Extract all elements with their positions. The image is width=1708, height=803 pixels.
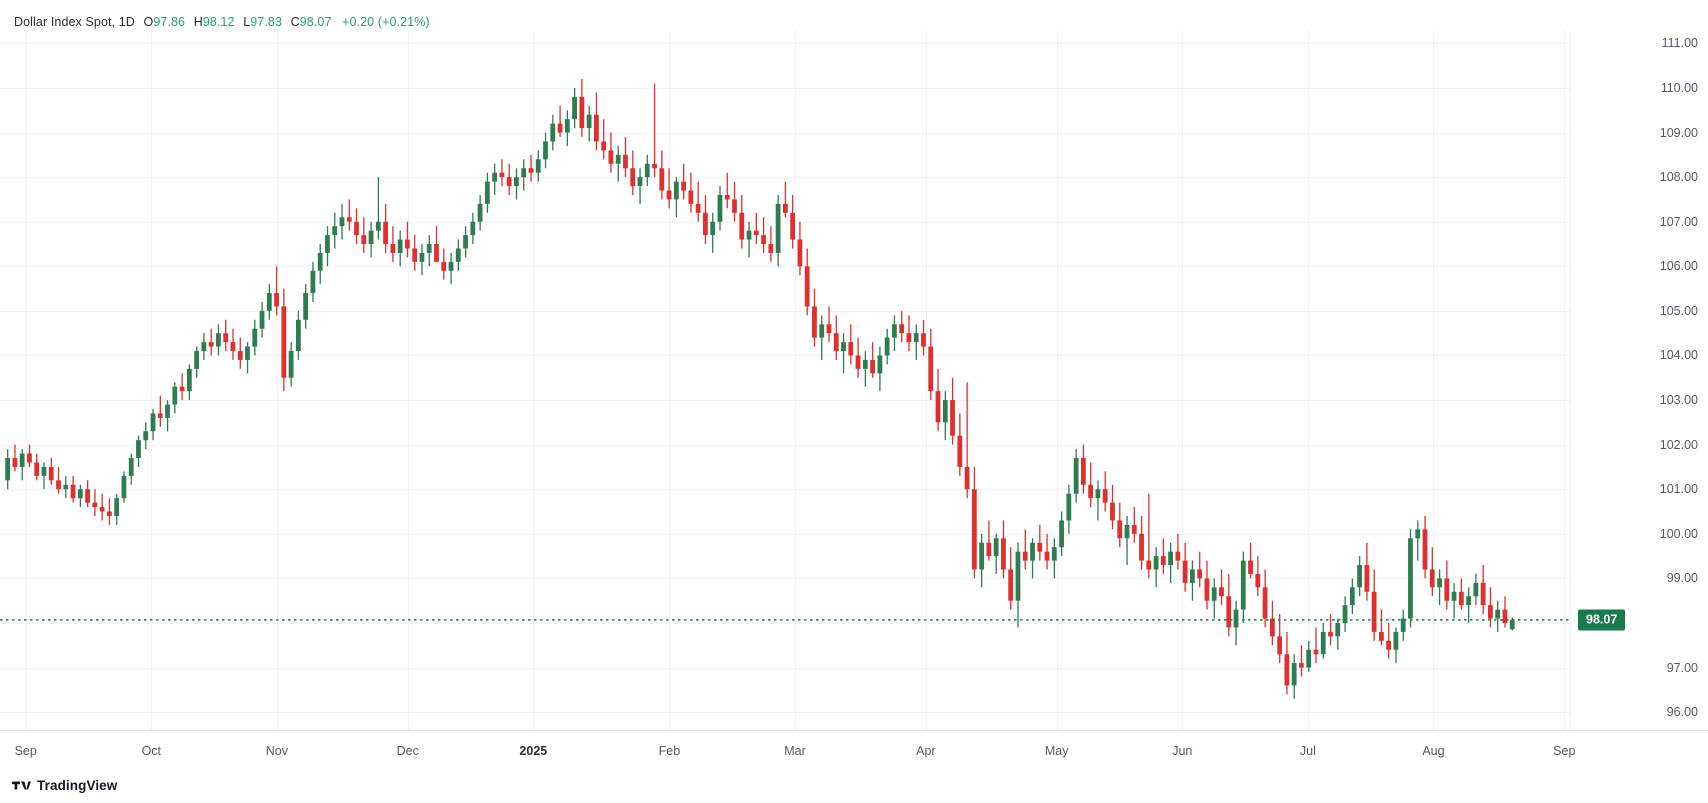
- gridline-horizontal: [0, 355, 1570, 357]
- price-tick-label: 96.00: [1666, 705, 1698, 720]
- price-tick-label: 104.00: [1659, 348, 1698, 363]
- gridline-vertical: [1057, 30, 1058, 730]
- chart-plot-area[interactable]: [0, 30, 1570, 730]
- price-tick-label: 97.00: [1666, 660, 1698, 675]
- time-scale[interactable]: Sep Oct Nov Dec 2025 Feb Mar Apr May Jun Jul Aug Sep: [0, 730, 1708, 774]
- time-tick-label: Feb: [658, 744, 681, 758]
- gridline-vertical: [669, 30, 670, 730]
- gridline-horizontal: [0, 489, 1570, 491]
- tradingview-mark-icon: [12, 781, 31, 790]
- time-tick-label: Jun: [1172, 744, 1193, 758]
- time-tick-label: Oct: [141, 744, 162, 758]
- gridline-vertical: [151, 30, 152, 730]
- time-tick-label: May: [1044, 744, 1069, 758]
- price-tick-label: 106.00: [1659, 259, 1698, 274]
- ohlc-open: O97.86: [143, 15, 186, 29]
- time-tick-label: Jul: [1299, 744, 1316, 758]
- price-tick-label: 107.00: [1659, 214, 1698, 229]
- time-tick-label: Aug: [1422, 744, 1445, 758]
- symbol-title[interactable]: Dollar Index Spot, 1D: [14, 15, 135, 29]
- ohlc-close: C98.07: [290, 15, 332, 29]
- gridline-horizontal: [0, 622, 1570, 624]
- gridline-vertical: [1433, 30, 1434, 730]
- gridline-horizontal: [0, 132, 1570, 134]
- gridline-horizontal: [0, 266, 1570, 268]
- price-tick-label: 110.00: [1660, 80, 1698, 95]
- tradingview-logo[interactable]: TradingView: [12, 778, 117, 793]
- gridline-horizontal: [0, 667, 1570, 669]
- time-tick-label: Sep: [14, 744, 37, 758]
- price-tick-label: 108.00: [1659, 170, 1698, 185]
- gridline-horizontal: [0, 87, 1570, 89]
- price-tick-label: 99.00: [1666, 571, 1698, 586]
- gridline-horizontal: [0, 444, 1570, 446]
- time-tick-label: Sep: [1553, 744, 1576, 758]
- gridline-vertical: [533, 30, 534, 730]
- gridline-horizontal: [0, 43, 1570, 45]
- time-tick-label: Apr: [916, 744, 936, 758]
- gridline-horizontal: [0, 310, 1570, 312]
- chart-gridlines: [0, 30, 1570, 730]
- gridline-vertical: [1182, 30, 1183, 730]
- gridline-vertical: [26, 30, 27, 730]
- price-change: +0.20 (+0.21%): [342, 15, 430, 29]
- gridline-vertical: [1308, 30, 1309, 730]
- ohlc-low: L97.83: [243, 15, 283, 29]
- price-tick-label: 102.00: [1659, 437, 1698, 452]
- gridline-horizontal: [0, 712, 1570, 714]
- chart-legend: Dollar Index Spot, 1D O97.86 H98.12 L97.…: [14, 14, 430, 30]
- gridline-vertical: [795, 30, 796, 730]
- gridline-horizontal: [0, 221, 1570, 223]
- price-tick-label: 100.00: [1659, 526, 1698, 541]
- time-tick-label: Mar: [784, 744, 806, 758]
- time-tick-label: 2025: [519, 744, 548, 758]
- last-price-badge[interactable]: 98.07: [1578, 609, 1626, 631]
- tradingview-wordmark: TradingView: [37, 778, 118, 793]
- price-tick-label: 111.00: [1661, 36, 1698, 51]
- gridline-horizontal: [0, 533, 1570, 535]
- candlestick-series: [0, 79, 1570, 699]
- price-scale[interactable]: 111.00 110.00 109.00 108.00 107.00 106.00 105.…: [1570, 30, 1708, 730]
- gridline-vertical: [926, 30, 927, 730]
- time-tick-label: Nov: [265, 744, 289, 758]
- gridline-horizontal: [0, 177, 1570, 179]
- ohlc-high: H98.12: [193, 15, 235, 29]
- price-tick-label: 105.00: [1659, 303, 1698, 318]
- price-tick-label: 101.00: [1659, 482, 1698, 497]
- price-tick-label: 103.00: [1659, 393, 1698, 408]
- gridline-vertical: [1564, 30, 1565, 730]
- time-tick-label: Dec: [396, 744, 419, 758]
- gridline-horizontal: [0, 400, 1570, 402]
- gridline-vertical: [408, 30, 409, 730]
- price-tick-label: 109.00: [1659, 125, 1698, 140]
- gridline-horizontal: [0, 578, 1570, 580]
- gridline-vertical: [277, 30, 278, 730]
